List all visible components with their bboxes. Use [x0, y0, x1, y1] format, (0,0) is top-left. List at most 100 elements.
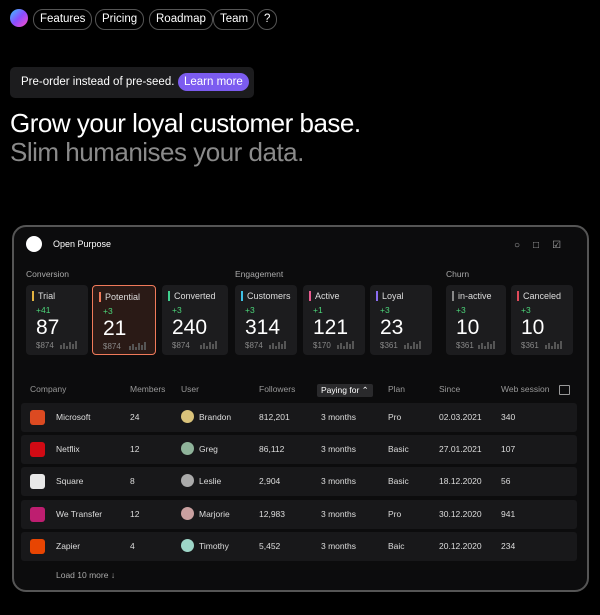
card-value: 240 — [172, 316, 208, 339]
card-amount: $170 — [313, 341, 331, 350]
logo[interactable] — [10, 9, 28, 27]
metric-card[interactable]: in-active +3 10 $361 — [446, 285, 506, 355]
cell: Microsoft — [56, 412, 91, 422]
group-label: Conversion — [26, 269, 69, 279]
sparkline-bar — [60, 345, 62, 349]
user-avatar — [181, 442, 194, 456]
user-avatar — [181, 474, 194, 488]
card-delta: +3 — [380, 305, 390, 315]
cell: Basic — [388, 444, 409, 455]
cell: 20.12.2020 — [439, 540, 482, 551]
cell: 56 — [501, 476, 511, 487]
app-name: Open Purpose — [53, 239, 112, 249]
group-label: Churn — [446, 269, 470, 279]
card-amount: $874 — [103, 342, 121, 351]
learn-more[interactable]: Learn more — [178, 73, 249, 91]
column-header[interactable]: Plan — [388, 384, 406, 394]
cell: Basic — [388, 476, 409, 487]
column-header[interactable]: Company — [30, 384, 67, 394]
user-avatar — [181, 506, 194, 520]
cell: 02.03.2021 — [439, 412, 482, 422]
nav-item[interactable]: Pricing — [95, 9, 145, 30]
columns-icon[interactable] — [559, 385, 570, 395]
sparkline-bar — [560, 341, 562, 349]
card-delta: +1 — [313, 305, 323, 315]
metric-card[interactable]: Converted +3 240 $874 — [162, 285, 228, 355]
card-delta: +3 — [245, 305, 255, 315]
nav-item[interactable]: Features — [33, 9, 93, 30]
card-value: 10 — [456, 316, 480, 339]
card-name: Potential — [105, 292, 141, 302]
column-header[interactable]: Followers — [259, 384, 296, 394]
metric-card[interactable]: Customers +3 314 $874 — [235, 285, 297, 355]
column-header[interactable]: User — [181, 384, 199, 394]
cell: Timothy — [199, 540, 229, 551]
card-delta: +41 — [36, 305, 51, 315]
cell: 12,983 — [259, 508, 285, 519]
card-name: Active — [315, 291, 340, 301]
card-amount: $874 — [36, 341, 54, 350]
card-name: in-active — [458, 291, 492, 301]
table-row[interactable]: Netflix 12 Greg 86,112 3 months Basic 27.01.20… — [21, 435, 577, 465]
card-accent — [309, 291, 311, 301]
cell: We Transfer — [56, 508, 103, 519]
card-value: 23 — [380, 316, 404, 339]
company-logo — [30, 538, 45, 554]
card-amount: $361 — [456, 341, 474, 350]
card-value: 87 — [36, 316, 60, 339]
sparkline-bar — [132, 344, 134, 350]
card-accent — [99, 292, 101, 302]
load-more[interactable]: Load 10 more ↓ — [56, 570, 116, 580]
sparkline-bar — [490, 344, 492, 349]
column-header[interactable]: Since — [439, 384, 461, 394]
table-row[interactable]: Square 8 Leslie 2,904 3 months Basic 18.12.202… — [21, 467, 577, 497]
toolbar-icons[interactable]: ○□☑ — [514, 240, 575, 251]
metric-card[interactable]: Trial +41 87 $874 — [26, 285, 88, 355]
card-accent — [32, 291, 34, 301]
card-accent — [376, 291, 378, 301]
sparkline-bar — [340, 343, 342, 349]
cell: Brandon — [199, 412, 232, 422]
card-amount: $361 — [380, 341, 398, 350]
cell: 234 — [501, 540, 516, 551]
sparkline-bar — [203, 343, 205, 349]
cell: Greg — [199, 444, 218, 455]
sparkline-bar — [545, 345, 547, 349]
hero-title: Grow your loyal customer base. — [10, 108, 361, 138]
card-delta: +3 — [103, 306, 113, 316]
cell: 4 — [130, 540, 135, 551]
nav-item[interactable]: Roadmap — [149, 9, 213, 30]
metric-card[interactable]: Loyal +3 23 $361 — [370, 285, 432, 355]
sparkline-bar — [481, 343, 483, 349]
cell: 107 — [501, 444, 516, 455]
sparkline-bar — [63, 343, 65, 349]
metric-card[interactable]: Canceled +3 10 $361 — [511, 285, 573, 355]
cell: 12 — [130, 444, 140, 455]
column-header[interactable]: Members — [130, 384, 166, 394]
metric-card[interactable]: Potential +3 21 $874 — [92, 285, 156, 355]
metric-card[interactable]: Active +1 121 $170 — [303, 285, 365, 355]
table-row[interactable]: Zapier 4 Timothy 5,452 3 months Baic 20.12.202… — [21, 531, 577, 561]
sparkline-bar — [215, 341, 217, 349]
table-row[interactable]: Microsoft 24 Brandon 812,201 3 months Pro 02.0… — [21, 403, 577, 432]
card-value: 121 — [313, 316, 349, 339]
nav-item[interactable]: ? — [257, 9, 278, 30]
cell: 941 — [501, 508, 516, 519]
sparkline-bar — [410, 346, 412, 349]
sparkline-bar — [272, 343, 274, 349]
cell: 2,904 — [259, 476, 281, 487]
sparkline-bar — [548, 343, 550, 349]
cell: Leslie — [199, 476, 222, 487]
sparkline-bar — [349, 344, 351, 349]
nav-item[interactable]: Team — [213, 9, 256, 30]
cell: Marjorie — [199, 508, 230, 519]
card-name: Trial — [38, 291, 56, 301]
column-header[interactable]: Paying for ⌃ — [317, 384, 373, 397]
table-row[interactable]: We Transfer 12 Marjorie 12,983 3 months Pro 30… — [21, 499, 577, 529]
cell: 5,452 — [259, 540, 281, 551]
sparkline-bar — [275, 346, 277, 349]
sparkline-bar — [144, 342, 146, 350]
column-header[interactable]: Web session — [501, 384, 550, 394]
card-amount: $361 — [521, 341, 539, 350]
